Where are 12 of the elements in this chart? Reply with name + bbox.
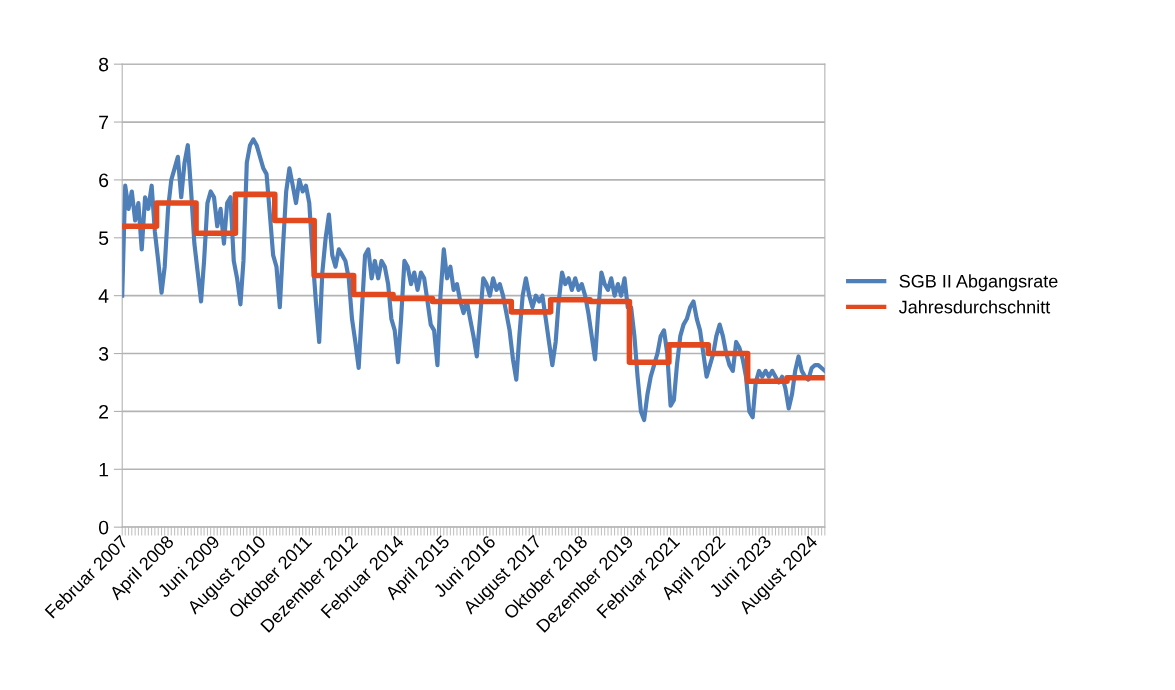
legend-label: Jahresdurchschnitt (898, 300, 1051, 314)
y-tick-label: 1 (99, 462, 109, 477)
y-tick-label: 7 (99, 115, 109, 130)
line-series (122, 137, 825, 423)
y-tick-label: 2 (99, 404, 109, 419)
legend-label: SGB II Abgangsrate (899, 274, 1058, 292)
y-tick-label: 0 (98, 520, 109, 535)
y-tick-label: 3 (98, 347, 109, 361)
y-tick-label: 5 (98, 231, 109, 246)
y-tick-label: 4 (98, 289, 109, 303)
y-tick-label: 6 (99, 173, 109, 188)
y-tick-label: 8 (99, 57, 109, 72)
